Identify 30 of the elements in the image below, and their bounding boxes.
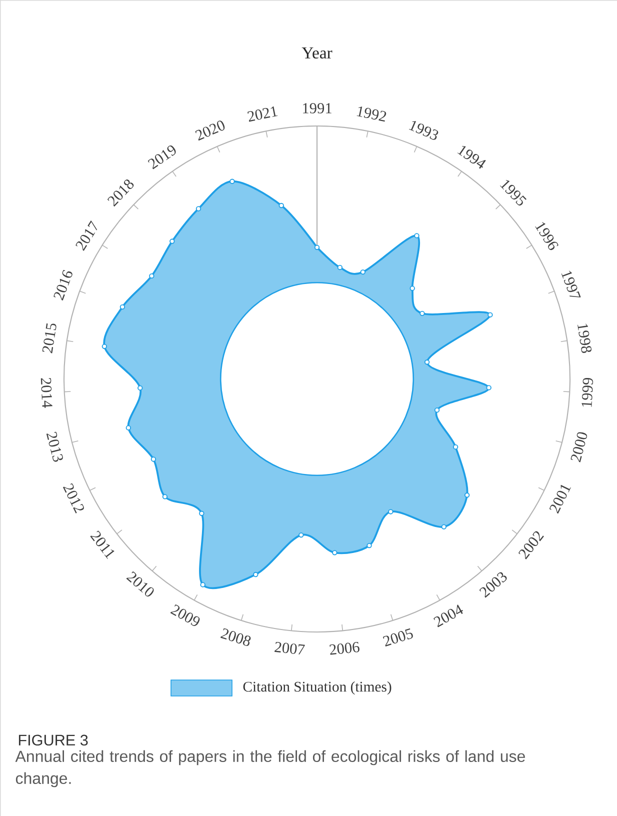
spoke-label: 1997: [561, 270, 581, 298]
spoke-label: 2012: [62, 483, 84, 514]
spoke-label: 1994: [457, 146, 486, 169]
text: Annual cited trends of papers in the field of ecological risks of land use change.: [15, 750, 525, 788]
spoke-label: 2000: [570, 432, 588, 462]
spoke-label: 1992: [356, 106, 386, 122]
spoke-label: 2004: [434, 604, 463, 628]
spoke-label: 2006: [330, 642, 360, 655]
spoke-label: 2001: [549, 484, 571, 514]
spoke-label: 2010: [126, 571, 154, 597]
spoke-label: 2020: [195, 120, 225, 141]
spoke-label: 2013: [46, 432, 63, 462]
spoke-label: 2003: [479, 572, 507, 598]
spoke-label: 2019: [148, 145, 176, 170]
spoke-label: 2016: [54, 270, 72, 300]
spoke-label: 2008: [220, 628, 251, 646]
spoke-label: 1999: [582, 378, 594, 407]
legend-label: Citation Situation (times): [243, 681, 392, 695]
spoke-label: 2014: [40, 378, 52, 408]
spoke-label: 2021: [247, 106, 278, 122]
spoke-label: 2005: [382, 628, 413, 646]
caption: FIGURE 3: [18, 734, 88, 746]
spoke-label: 2007: [274, 642, 305, 654]
spoke-label: 2015: [42, 323, 56, 354]
chart-title: Year: [302, 47, 332, 59]
spoke-label: 1998: [578, 324, 592, 353]
spoke-label: 1993: [408, 121, 438, 140]
spoke-label: 1991: [303, 103, 332, 114]
spoke-label: 2009: [170, 604, 200, 626]
spoke-label: 1995: [500, 180, 526, 206]
